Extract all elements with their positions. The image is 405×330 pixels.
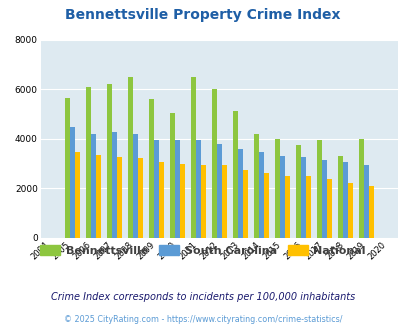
Bar	[295, 145, 300, 238]
Bar	[179, 164, 184, 238]
Bar	[337, 156, 342, 238]
Bar	[111, 132, 116, 238]
Bar	[85, 86, 90, 238]
Legend: Bennettsville, South Carolina, National: Bennettsville, South Carolina, National	[36, 241, 369, 260]
Bar	[158, 162, 163, 238]
Bar	[300, 157, 305, 238]
Bar	[258, 152, 263, 238]
Bar	[347, 183, 352, 238]
Bar	[132, 134, 137, 238]
Bar	[69, 127, 75, 238]
Bar	[242, 170, 247, 238]
Bar	[232, 112, 237, 238]
Bar	[90, 134, 96, 238]
Bar	[368, 185, 373, 238]
Text: Crime Index corresponds to incidents per 100,000 inhabitants: Crime Index corresponds to incidents per…	[51, 292, 354, 302]
Bar	[174, 140, 179, 238]
Bar	[316, 140, 321, 238]
Bar	[358, 139, 363, 238]
Bar	[169, 113, 174, 238]
Bar	[342, 162, 347, 238]
Bar	[127, 77, 132, 238]
Bar	[321, 160, 326, 238]
Bar	[279, 156, 284, 238]
Bar	[153, 140, 158, 238]
Text: © 2025 CityRating.com - https://www.cityrating.com/crime-statistics/: © 2025 CityRating.com - https://www.city…	[64, 315, 341, 324]
Text: Bennettsville Property Crime Index: Bennettsville Property Crime Index	[65, 8, 340, 22]
Bar	[237, 148, 242, 238]
Bar	[326, 180, 331, 238]
Bar	[253, 134, 258, 238]
Bar	[216, 144, 221, 238]
Bar	[284, 176, 289, 238]
Bar	[363, 165, 368, 238]
Bar	[137, 158, 143, 238]
Bar	[263, 173, 268, 238]
Bar	[64, 98, 69, 238]
Bar	[96, 155, 100, 238]
Bar	[116, 157, 121, 238]
Bar	[274, 139, 279, 238]
Bar	[211, 89, 216, 238]
Bar	[107, 84, 111, 238]
Bar	[148, 99, 153, 238]
Bar	[195, 140, 200, 238]
Bar	[200, 165, 205, 238]
Bar	[75, 152, 79, 238]
Bar	[221, 165, 226, 238]
Bar	[305, 176, 310, 238]
Bar	[190, 77, 195, 238]
